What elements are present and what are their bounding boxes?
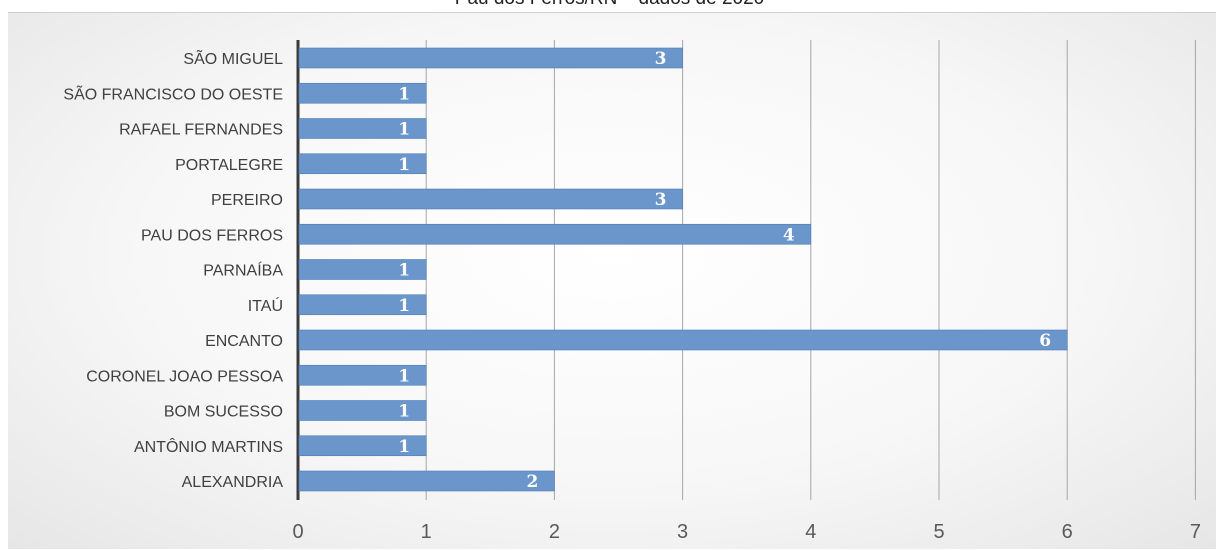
data-label: 1	[398, 402, 410, 422]
bar	[298, 153, 427, 175]
category-label: SÃO MIGUEL	[183, 48, 283, 68]
category-label: ENCANTO	[205, 333, 283, 350]
x-tick-label: 1	[421, 521, 432, 543]
x-tick-label: 4	[805, 521, 816, 543]
data-label: 1	[398, 366, 410, 386]
category-label: RAFAEL FERNANDES	[119, 122, 283, 139]
bar	[298, 82, 427, 104]
data-label: 1	[398, 261, 410, 281]
x-tick-label: 0	[292, 521, 303, 543]
x-tick-label: 2	[549, 521, 560, 543]
category-label: ALEXANDRIA	[182, 474, 284, 491]
category-label: ANTÔNIO MARTINS	[134, 437, 283, 456]
category-label: PORTALEGRE	[175, 157, 283, 174]
bar	[298, 188, 683, 210]
category-label: PEREIRO	[211, 192, 283, 209]
data-label: 1	[398, 155, 410, 175]
data-label: 1	[398, 120, 410, 140]
data-label: 3	[655, 190, 667, 210]
bar	[298, 364, 427, 386]
bar	[298, 118, 427, 139]
x-tick-label: 3	[677, 521, 688, 543]
category-label: BOM SUCESSO	[164, 404, 283, 421]
bar	[298, 400, 427, 421]
bar	[298, 470, 555, 492]
category-label: PARNAÍBA	[203, 261, 283, 280]
data-label: 4	[783, 225, 795, 245]
category-label: ITAÚ	[248, 296, 283, 315]
bar	[298, 435, 427, 457]
bar	[298, 294, 427, 316]
plot-background	[8, 12, 1216, 549]
data-label: 6	[1039, 331, 1051, 351]
chart-title: Pau dos Ferros/RN – dados de 2020	[0, 0, 1219, 12]
bar	[298, 329, 1068, 351]
x-tick-label: 6	[1062, 521, 1073, 543]
bar	[298, 223, 812, 245]
data-label: 1	[398, 296, 410, 316]
category-label: PAU DOS FERROS	[141, 227, 283, 244]
category-label: CORONEL JOAO PESSOA	[86, 368, 283, 385]
data-label: 3	[655, 49, 667, 69]
bar	[298, 259, 427, 280]
x-tick-label: 5	[933, 521, 944, 543]
x-tick-label: 7	[1190, 521, 1201, 543]
data-label: 1	[398, 84, 410, 104]
category-label: SÃO FRANCISCO DO OESTE	[63, 83, 283, 103]
data-label: 1	[398, 437, 410, 457]
data-label: 2	[526, 472, 538, 492]
bar	[298, 47, 683, 69]
